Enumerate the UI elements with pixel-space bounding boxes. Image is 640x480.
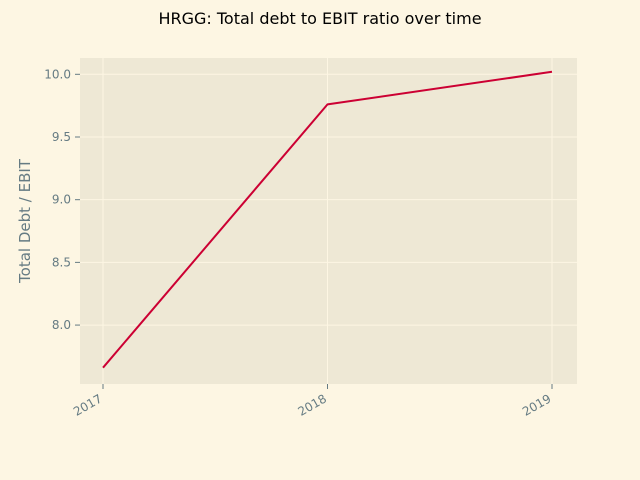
y-tick-label: 8.5 [52, 255, 71, 269]
series-layer [102, 70, 553, 369]
series-line [102, 70, 553, 369]
y-tick-label: 9.0 [52, 193, 71, 207]
x-tick-label: 2017 [71, 391, 104, 418]
y-tick-label: 8.0 [52, 318, 71, 332]
x-tick-label: 2018 [296, 391, 329, 418]
axes: 2017 2018 2019 8.0 8.5 9.0 9.5 10.0 [44, 67, 553, 419]
plot-area [80, 58, 577, 384]
y-axis-label: Total Debt / EBIT [16, 158, 34, 284]
y-tick-label: 10.0 [44, 67, 71, 81]
chart-title: HRGG: Total debt to EBIT ratio over time [158, 9, 481, 28]
x-tick-label: 2019 [520, 391, 553, 418]
grid [80, 58, 577, 384]
y-tick-label: 9.5 [52, 130, 71, 144]
